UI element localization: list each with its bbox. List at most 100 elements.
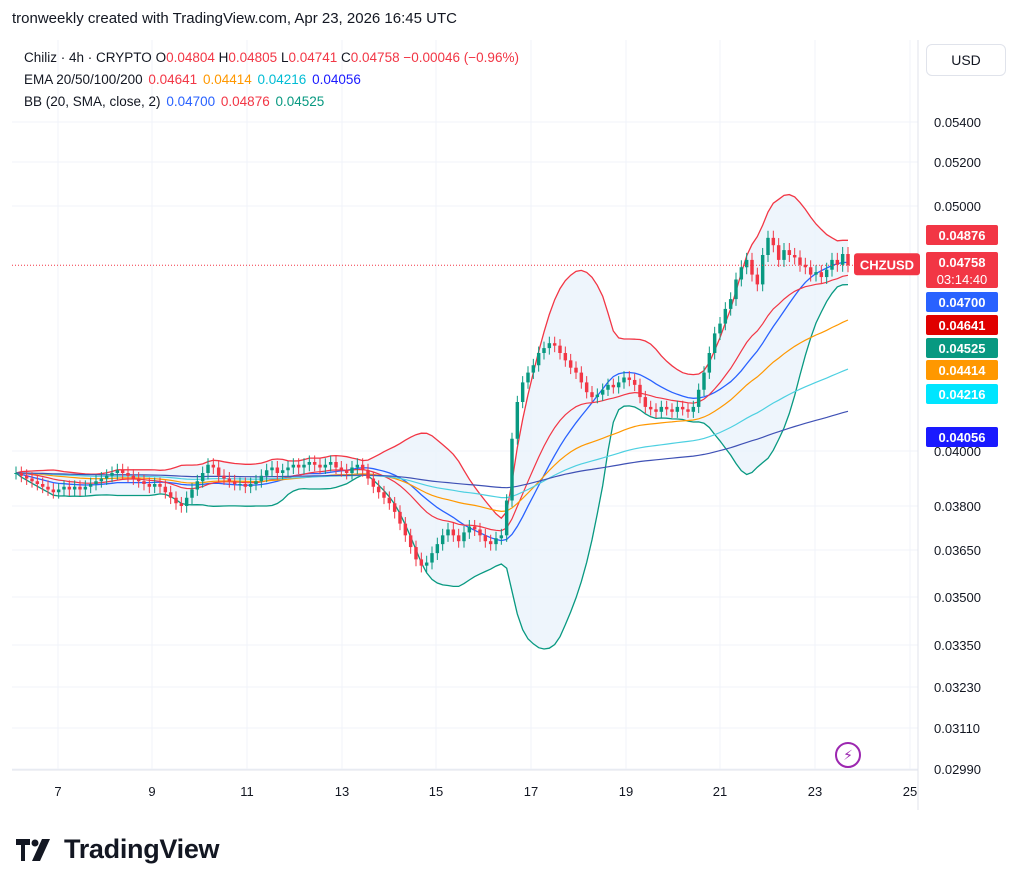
candle-body: [707, 353, 712, 373]
price-tag: 0.04414: [926, 360, 998, 380]
candle-body: [195, 481, 200, 490]
candle-body: [526, 372, 530, 383]
price-chart[interactable]: 0.05400 0.05200 0.05000 0.04000 0.03800 0.036…: [12, 40, 1012, 810]
candle-body: [419, 559, 424, 566]
candle-body: [584, 382, 589, 393]
candle-body: [88, 484, 93, 487]
candle-body: [766, 237, 770, 255]
x-axis-tick: 19: [619, 784, 633, 799]
ohlc-values: O0.04804 H0.04805 L0.04741 C0.04758: [156, 50, 404, 65]
candle-body: [723, 308, 728, 324]
tradingview-logo: TradingView: [16, 834, 220, 865]
candle-body: [446, 529, 450, 536]
candle-body: [200, 473, 205, 482]
candle-body: [248, 484, 253, 487]
price-tag-label: 0.04216: [939, 387, 986, 402]
y-axis-tick: 0.04000: [934, 444, 981, 459]
candle-body: [131, 475, 136, 479]
currency-button[interactable]: USD: [926, 44, 1006, 76]
candle-body: [846, 254, 850, 266]
candle-body: [424, 562, 429, 566]
candle-body: [435, 544, 440, 554]
candle-body: [456, 535, 461, 542]
candle-body: [40, 484, 45, 487]
candle-body: [216, 467, 221, 476]
candle-body: [323, 464, 328, 468]
candle-body: [771, 237, 776, 246]
candle-body: [302, 464, 306, 468]
price-tag-label: 0.04641: [939, 318, 986, 333]
candle-body: [488, 541, 493, 545]
x-axis-tick: 11: [240, 784, 254, 799]
ema200-line: [16, 410, 849, 489]
candle-body: [558, 345, 562, 353]
candle-body: [120, 470, 125, 473]
bb-label[interactable]: BB (20, SMA, close, 2): [24, 94, 161, 109]
candle-body: [312, 462, 317, 465]
candle-body: [643, 397, 648, 407]
price-tag-label: 0.04876: [939, 228, 986, 243]
ohlc-key-o: O: [155, 50, 167, 65]
candle-body: [686, 409, 690, 412]
ema200-value: 0.04056: [312, 72, 361, 87]
price-tag-bg: [926, 315, 998, 335]
candle-body: [46, 486, 50, 490]
x-axis-tick: 23: [808, 784, 822, 799]
candle-body: [568, 360, 573, 368]
candle-body: [387, 497, 392, 504]
symbol-line[interactable]: Chiliz · 4h · CRYPTO: [24, 50, 152, 65]
candle-body: [627, 377, 632, 380]
candle-body: [515, 402, 520, 439]
candle-body: [206, 464, 210, 473]
y-axis-tick: 0.03350: [934, 638, 981, 653]
candle-body: [728, 299, 733, 309]
candle-body: [718, 323, 722, 334]
candle-body: [259, 475, 264, 482]
price-tag: 0.04216: [926, 384, 998, 404]
y-axis-tick: 0.03800: [934, 499, 981, 514]
ohlc-key-c: C: [337, 50, 351, 65]
candle-body: [739, 267, 744, 280]
price-tag: 0.04700: [926, 292, 998, 312]
candle-body: [339, 467, 344, 471]
candle-body: [750, 259, 754, 275]
candle-body: [376, 486, 381, 493]
y-axis-tick: 0.02990: [934, 762, 981, 777]
candle-body: [382, 492, 386, 498]
candle-body: [158, 484, 162, 487]
candle-body: [184, 497, 189, 506]
ema-label[interactable]: EMA 20/50/100/200: [24, 72, 143, 87]
x-axis-tick: 13: [335, 784, 349, 799]
x-axis-tick: 15: [429, 784, 443, 799]
ohlc-value-h: 0.04805: [228, 50, 278, 65]
candle-body: [808, 267, 813, 275]
ohlc-key-h: H: [214, 50, 229, 65]
candle-body: [792, 255, 797, 258]
candle-body: [392, 503, 397, 512]
tv-logo-text: TradingView: [64, 834, 220, 864]
candle-body: [227, 478, 232, 482]
candle-body: [366, 470, 370, 479]
candle-body: [62, 486, 66, 490]
candle-body: [462, 532, 466, 542]
candle-body: [190, 489, 194, 498]
candle-body: [606, 384, 610, 390]
x-axis-tick: 7: [54, 784, 61, 799]
ema100-line: [15, 368, 849, 499]
legend-ema-row: EMA 20/50/100/200 0.04641 0.04414 0.0421…: [24, 69, 519, 91]
candle-body: [590, 392, 594, 398]
candle-body: [398, 511, 402, 524]
candle-body: [552, 343, 557, 346]
legend-bb-row: BB (20, SMA, close, 2) 0.04700 0.04876 0…: [24, 91, 519, 113]
candle-body: [142, 481, 146, 484]
y-axis-tick: 0.05200: [934, 155, 981, 170]
ticker-tag-label: CHZUSD: [860, 257, 914, 272]
lightning-icon[interactable]: ⚡: [835, 742, 861, 768]
y-axis-tick: 0.03650: [934, 543, 981, 558]
candle-body: [147, 484, 152, 487]
candle-body: [803, 264, 808, 268]
candle-body: [478, 529, 482, 536]
bb-upper-value: 0.04876: [220, 94, 270, 109]
candle-body: [547, 343, 552, 349]
chart-area[interactable]: 0.05400 0.05200 0.05000 0.04000 0.03800 0.036…: [12, 40, 1012, 810]
